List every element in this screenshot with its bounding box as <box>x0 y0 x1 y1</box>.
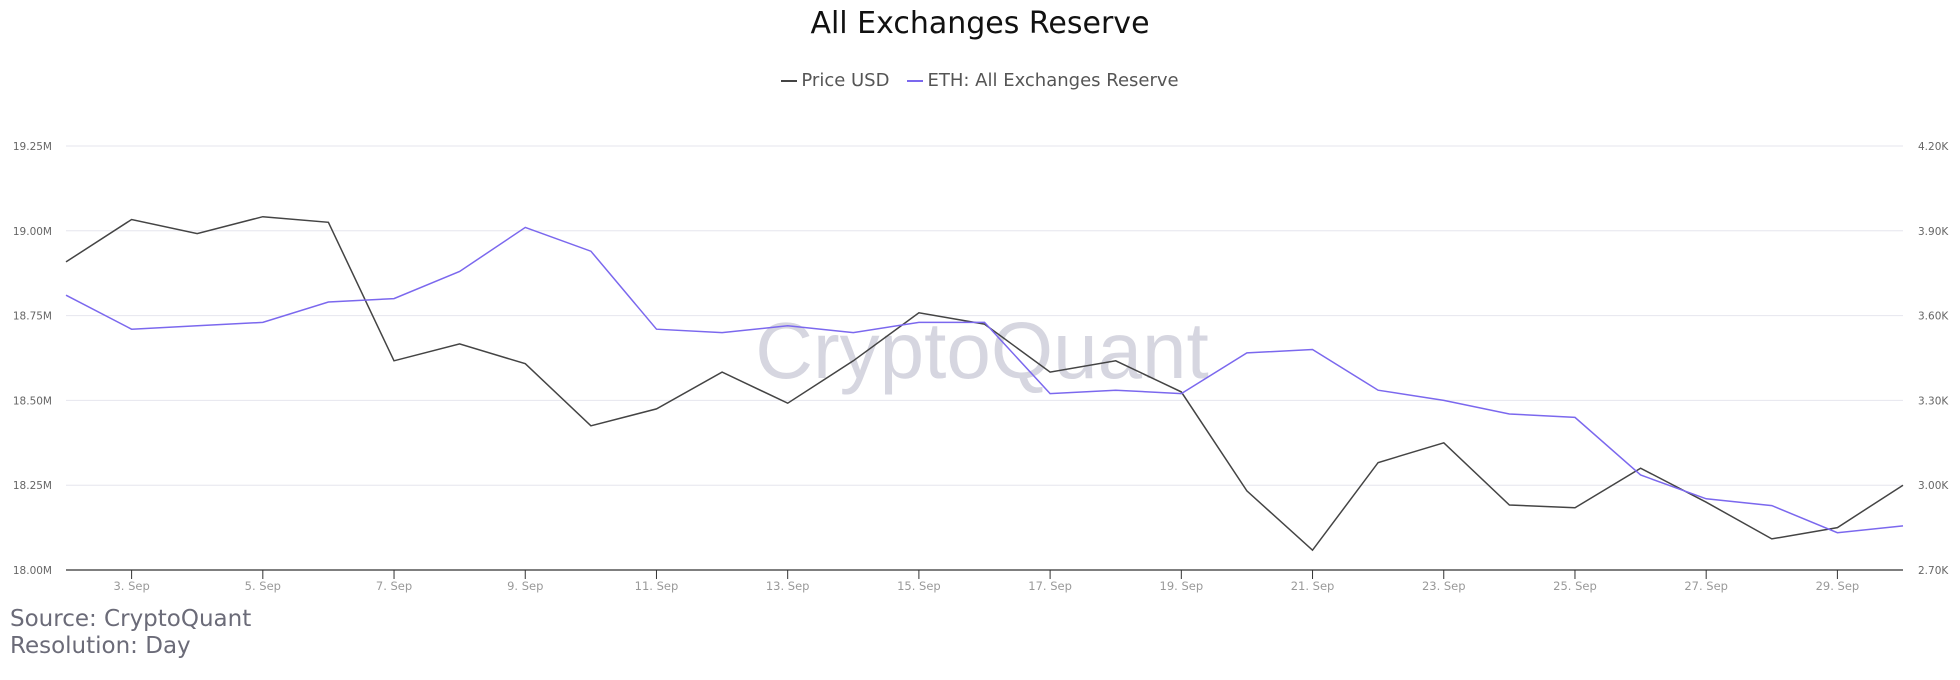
left-axis-tick-label: 18.25M <box>13 480 52 492</box>
left-axis-tick-label: 19.25M <box>13 141 52 153</box>
right-y-axis: 2.70K 3.00K 3.30K 3.60K 3.90K 4.20K <box>1918 141 1949 577</box>
x-axis-tick-label: 19. Sep <box>1160 579 1204 593</box>
source-text: Source: CryptoQuant <box>10 606 252 632</box>
x-axis-tick-label: 29. Sep <box>1816 579 1860 593</box>
watermark: CryptoQuant <box>755 306 1209 395</box>
x-axis-tick-label: 25. Sep <box>1553 579 1597 593</box>
right-axis-tick-label: 2.70K <box>1918 565 1949 577</box>
legend-label: ETH: All Exchanges Reserve <box>927 70 1179 91</box>
x-axis-tick-label: 17. Sep <box>1028 579 1072 593</box>
x-axis: 3. Sep 5. Sep 7. Sep 9. Sep 11. Sep 13. Sep 15… <box>66 569 1903 593</box>
legend-label: Price USD <box>801 70 890 91</box>
left-y-axis: 18.00M 18.25M 18.50M 18.75M 19.00M 19.25M <box>13 141 52 577</box>
right-axis-tick-label: 4.20K <box>1918 141 1949 153</box>
right-axis-tick-label: 3.30K <box>1918 395 1949 407</box>
x-axis-tick-label: 23. Sep <box>1422 579 1466 593</box>
x-axis-tick-label: 9. Sep <box>507 579 543 593</box>
x-axis-tick-label: 7. Sep <box>376 579 412 593</box>
x-axis-tick-label: 11. Sep <box>635 579 679 593</box>
x-axis-tick-label: 5. Sep <box>245 579 281 593</box>
legend-item-price-usd[interactable]: Price USD <box>781 70 889 91</box>
x-axis-tick-label: 21. Sep <box>1291 579 1335 593</box>
x-axis-tick-label: 13. Sep <box>766 579 810 593</box>
resolution-text: Resolution: Day <box>10 633 191 659</box>
right-axis-tick-label: 3.00K <box>1918 480 1949 492</box>
source-footer: Source: CryptoQuant Resolution: Day <box>10 606 251 660</box>
left-axis-tick-label: 18.75M <box>13 311 52 323</box>
reserve-line-swatch-icon <box>907 79 924 82</box>
legend-item-eth-reserve[interactable]: ETH: All Exchanges Reserve <box>907 70 1179 91</box>
price-series-line <box>65 215 1904 552</box>
left-axis-tick-label: 19.00M <box>13 226 52 238</box>
right-axis-tick-label: 3.60K <box>1918 311 1949 323</box>
reserve-series-line <box>65 226 1904 534</box>
x-axis-tick-label: 27. Sep <box>1684 579 1728 593</box>
left-axis-tick-label: 18.50M <box>13 395 52 407</box>
chart-title: All Exchanges Reserve <box>810 6 1150 41</box>
x-axis-tick-label: 15. Sep <box>897 579 941 593</box>
x-axis-tick-label: 3. Sep <box>113 579 149 593</box>
left-axis-tick-label: 18.00M <box>13 565 52 577</box>
right-axis-tick-label: 3.90K <box>1918 226 1949 238</box>
series-lines <box>65 215 1904 552</box>
legend: Price USD ETH: All Exchanges Reserve <box>0 70 1960 91</box>
price-line-swatch-icon <box>781 79 798 82</box>
